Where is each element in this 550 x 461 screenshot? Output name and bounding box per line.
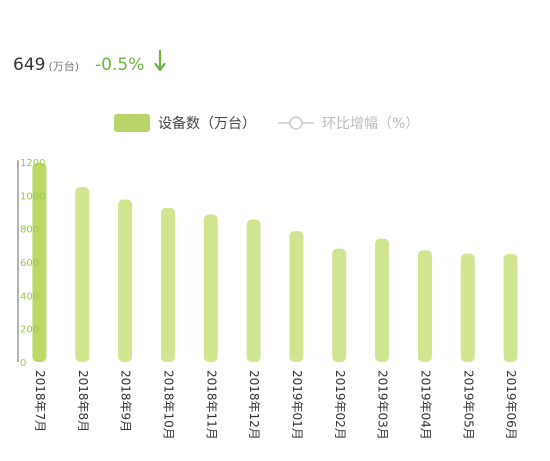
kpi-summary: 649 (万台) -0.5% [13,48,166,75]
device-count-bar-chart: 0 200 400 600 800 1000 1200 2018年7月 2018年8月 2018年… [17,158,518,440]
bar-4 [203,214,218,362]
device-count-unit: (万台) [48,60,80,73]
bar-8 [375,238,390,362]
y-tick-label-0: 0 [20,358,26,369]
bar-2 [118,199,133,362]
month-over-month-change: -0.5% [95,55,145,75]
bar-10 [460,253,475,362]
x-tick-label-11: 2019年06月 [504,370,518,440]
x-tick-label-4: 2018年11月 [204,370,218,440]
line-circle-icon [278,116,314,130]
chart-legend: 设备数（万台） 环比增幅（%） [114,112,419,134]
bar-9 [417,250,432,362]
device-count-value: 649 [13,55,46,75]
x-tick-label-6: 2019年01月 [290,370,304,440]
x-tick-label-0: 2018年7月 [33,370,47,432]
bar-1 [75,187,90,362]
legend-label-mom-growth: 环比增幅（%） [322,116,420,132]
y-tick-label-5: 1000 [20,191,45,202]
y-tick-label-4: 800 [20,225,39,236]
legend-swatch-device-count [114,114,150,132]
x-tick-label-8: 2019年03月 [376,370,390,440]
y-tick-label-6: 1200 [20,158,45,169]
x-tick-label-5: 2018年12月 [247,370,261,440]
bar-7 [332,248,347,362]
y-tick-label-1: 200 [20,325,39,336]
legend-label-device-count: 设备数（万台） [158,116,256,132]
y-tick-label-2: 400 [20,291,39,302]
bar-3 [160,207,175,362]
x-tick-label-1: 2018年8月 [76,370,90,432]
bar-0 [32,162,47,362]
x-tick-label-10: 2019年05月 [461,370,475,440]
y-tick-label-3: 600 [20,258,39,269]
x-tick-label-7: 2019年02月 [333,370,347,440]
legend-item-mom-growth[interactable]: 环比增幅（%） [278,113,419,133]
bar-6 [289,231,304,362]
x-tick-label-2: 2018年9月 [119,370,133,432]
x-tick-label-3: 2018年10月 [161,370,175,440]
arrow-down-icon [154,50,166,72]
x-tick-label-9: 2019年04月 [418,370,432,440]
legend-item-device-count[interactable]: 设备数（万台） [114,113,256,133]
bar-11 [503,253,518,362]
bar-5 [246,219,261,362]
